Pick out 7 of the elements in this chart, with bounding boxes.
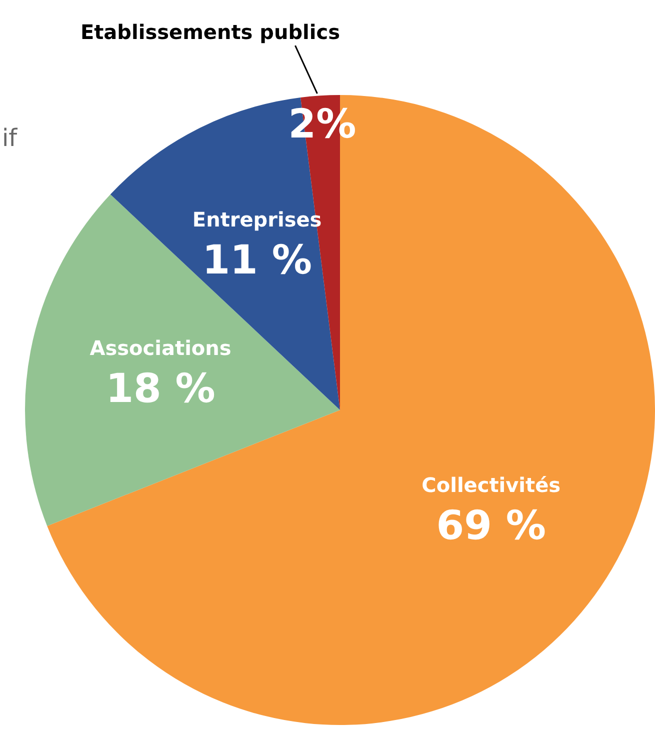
data-label: 69 %	[436, 503, 546, 550]
text: if	[2, 124, 18, 152]
slice-label: Collectivités	[422, 472, 561, 497]
data-label: 18 %	[106, 366, 216, 412]
slice-label: Etablissements publics	[80, 20, 340, 44]
data-label: 11 %	[202, 238, 312, 284]
slice-label: Associations	[90, 336, 232, 360]
